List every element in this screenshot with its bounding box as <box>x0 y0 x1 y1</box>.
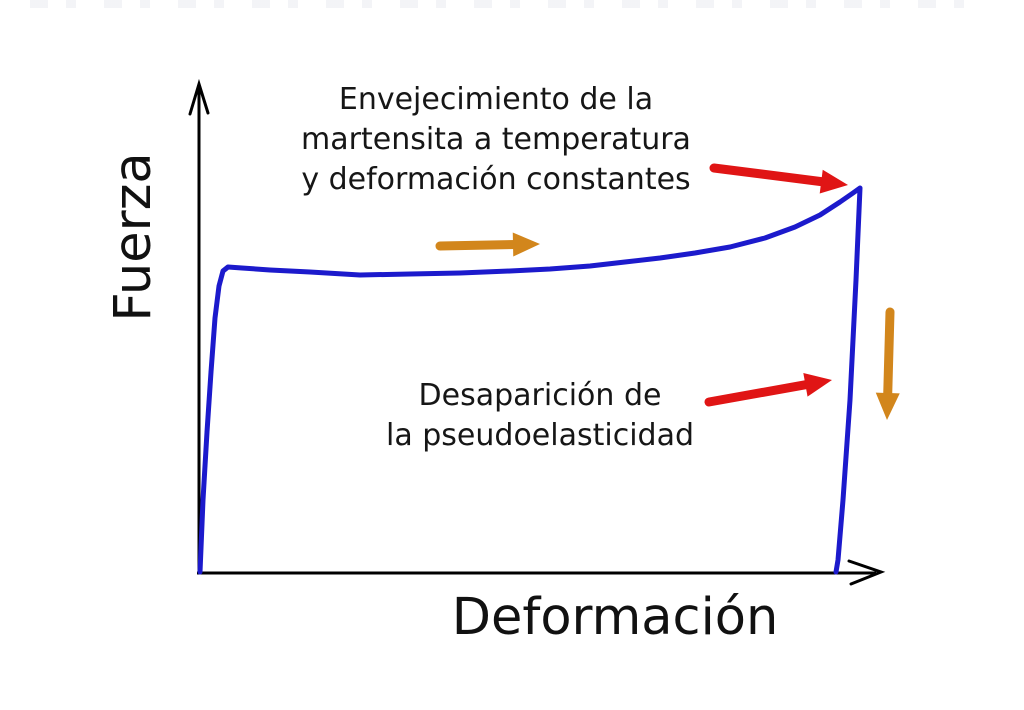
annotation-aging-line1: Envejecimiento de la <box>338 82 654 117</box>
annotation-aging-line3: y deformación constantes <box>301 162 691 197</box>
force-deformation-curve <box>197 185 863 575</box>
red-arrow-pseudo-head-icon <box>803 372 832 397</box>
x-axis-arrowhead-icon <box>847 559 886 586</box>
orange-arrow-forward-shaft <box>435 239 522 251</box>
annotation-aging: Envejecimiento de la martensita a temper… <box>276 80 716 200</box>
orange-arrow-forward-head-icon <box>512 232 540 257</box>
red-arrow-pseudo-shaft <box>704 379 814 407</box>
annotation-aging-line2: martensita a temperatura <box>301 122 691 157</box>
y-axis-arrowhead-icon <box>188 78 210 116</box>
annotation-pseudo-line1: Desaparición de <box>418 378 662 413</box>
orange-arrow-unloading-head-icon <box>875 392 900 420</box>
y-axis-label: Fuerza <box>104 152 163 322</box>
cropped-text-artifact <box>30 0 992 8</box>
red-arrow-aging-head-icon <box>819 169 848 194</box>
annotation-pseudoelasticity: Desaparición de la pseudoelasticidad <box>320 376 760 456</box>
annotation-pseudo-line2: la pseudoelasticidad <box>386 418 694 453</box>
orange-arrow-unloading-shaft <box>883 307 895 402</box>
x-axis-label: Deformación <box>451 588 779 647</box>
red-arrow-aging-shaft <box>709 163 830 187</box>
